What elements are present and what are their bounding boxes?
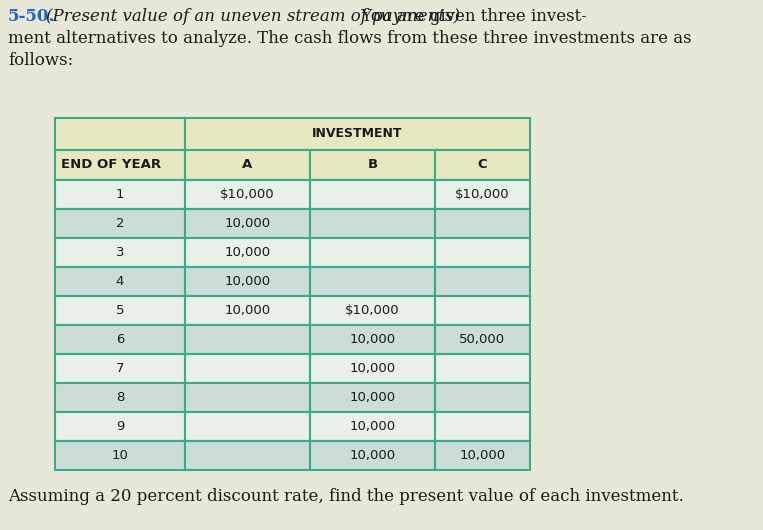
Text: INVESTMENT: INVESTMENT	[312, 128, 403, 140]
Text: 9: 9	[116, 420, 124, 433]
Text: 1: 1	[116, 188, 124, 201]
Text: 4: 4	[116, 275, 124, 288]
Text: 10,000: 10,000	[349, 362, 395, 375]
Text: $10,000: $10,000	[345, 304, 400, 317]
Text: 7: 7	[116, 362, 124, 375]
Text: You are given three invest-: You are given three invest-	[356, 8, 587, 25]
Text: 10,000: 10,000	[349, 333, 395, 346]
Text: 50,000: 50,000	[459, 333, 506, 346]
Text: 8: 8	[116, 391, 124, 404]
Text: 5: 5	[116, 304, 124, 317]
Text: Assuming a 20 percent discount rate, find the present value of each investment.: Assuming a 20 percent discount rate, fin…	[8, 488, 684, 505]
Text: END OF YEAR: END OF YEAR	[61, 158, 161, 172]
Text: 10,000: 10,000	[349, 420, 395, 433]
Text: 10: 10	[111, 449, 128, 462]
Text: 10,000: 10,000	[224, 217, 271, 230]
Text: ment alternatives to analyze. The cash flows from these three investments are as: ment alternatives to analyze. The cash f…	[8, 30, 691, 47]
Text: 10,000: 10,000	[224, 275, 271, 288]
Text: $10,000: $10,000	[456, 188, 510, 201]
Text: 10,000: 10,000	[224, 304, 271, 317]
Text: 10,000: 10,000	[349, 391, 395, 404]
Text: 10,000: 10,000	[349, 449, 395, 462]
Text: $10,000: $10,000	[221, 188, 275, 201]
Text: 3: 3	[116, 246, 124, 259]
Text: 6: 6	[116, 333, 124, 346]
Text: 5-50.: 5-50.	[8, 8, 55, 25]
Text: 10,000: 10,000	[224, 246, 271, 259]
Text: (Present value of an uneven stream of payments): (Present value of an uneven stream of pa…	[46, 8, 460, 25]
Text: C: C	[478, 158, 488, 172]
Text: 10,000: 10,000	[459, 449, 506, 462]
Text: follows:: follows:	[8, 52, 73, 69]
Text: B: B	[368, 158, 378, 172]
Text: A: A	[243, 158, 253, 172]
Text: 2: 2	[116, 217, 124, 230]
